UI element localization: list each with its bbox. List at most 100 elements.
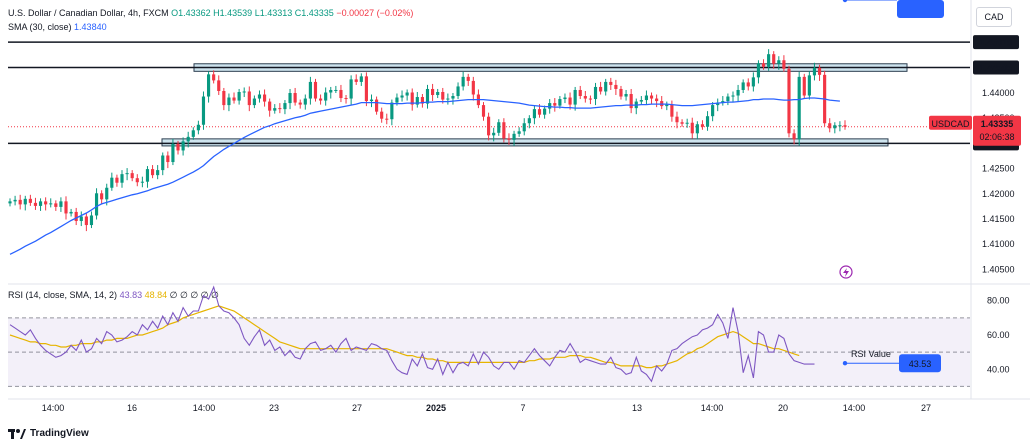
sma-value-tag — [897, 0, 944, 18]
candle-body — [354, 79, 358, 82]
time-tick-label: 16 — [127, 403, 137, 413]
time-tick-label: 14:00 — [843, 403, 866, 413]
candle-body — [247, 91, 251, 106]
symbol-tag — [929, 115, 972, 130]
sma-legend-label: SMA (30, close) — [8, 22, 72, 32]
ohlc-open: O1.43362 — [171, 8, 211, 18]
candle-body — [181, 141, 185, 151]
rsi-value-tag-text: 43.53 — [909, 359, 932, 369]
candle-body — [843, 125, 847, 127]
candle-body — [629, 94, 633, 109]
candle-body — [196, 124, 200, 131]
candle-body — [431, 88, 435, 96]
candle-body — [690, 122, 694, 134]
candle-body — [787, 68, 791, 134]
last-price-tag-text: 1.43335 — [981, 119, 1014, 129]
candle-body — [792, 133, 796, 140]
resistance-level-tag — [973, 60, 1019, 75]
rsi-annotation-label: RSI Value — [851, 349, 891, 359]
sma-callout-dot — [842, 0, 848, 3]
candle-body — [756, 63, 761, 78]
candle-body — [212, 74, 216, 81]
rsi-sma-line — [9, 305, 800, 369]
candle-body — [161, 155, 165, 171]
candle-body — [512, 133, 516, 140]
candle-body — [644, 95, 649, 101]
candle-body — [201, 96, 206, 125]
candle-body — [319, 98, 323, 101]
candle-body — [517, 131, 521, 134]
time-tick-label: 20 — [778, 403, 788, 413]
candle-body — [838, 125, 842, 127]
candle-body — [487, 116, 491, 136]
candle-body — [649, 95, 654, 99]
candle-body — [232, 97, 236, 101]
candle-body — [262, 94, 267, 102]
time-tick-label: 27 — [352, 403, 362, 413]
candle-body — [746, 82, 750, 87]
candle-body — [89, 215, 94, 226]
tradingview-brand-name: TradingView — [30, 428, 89, 439]
candle-body — [54, 203, 58, 207]
candle-body — [49, 203, 53, 205]
candle-body — [395, 97, 399, 103]
candle-body — [339, 89, 343, 99]
candle-body — [344, 98, 348, 100]
candle-body — [242, 91, 246, 93]
candle-body — [568, 97, 572, 105]
candle-body — [94, 193, 99, 216]
candle-body — [619, 88, 623, 97]
last-price-tag — [973, 115, 1021, 146]
candle-body — [308, 81, 312, 99]
candle-body — [171, 143, 175, 163]
price-tick-label: 1.41500 — [982, 214, 1015, 224]
candle-body — [558, 99, 562, 106]
candle-body — [273, 108, 277, 111]
rsi-legend-value: 43.83 — [119, 290, 143, 300]
candle-body — [481, 105, 486, 117]
candle-body — [150, 169, 155, 176]
symbol-tag-text: USDCAD — [931, 119, 970, 129]
rsi-tick-label: 80.00 — [987, 296, 1010, 306]
candle-body — [680, 122, 684, 124]
candle-body — [741, 82, 745, 90]
rsi-legend: RSI (14, close, SMA, 14, 2) 43.83 48.84 … — [8, 290, 219, 301]
candle-body — [59, 201, 63, 207]
candle-body — [711, 105, 715, 117]
candle-body — [726, 96, 730, 102]
candle-body — [609, 81, 613, 85]
tradingview-logo: TradingView — [8, 428, 89, 439]
candle-body — [125, 173, 129, 175]
candle-body — [639, 100, 643, 102]
candle-body — [532, 109, 536, 119]
candle-body — [166, 155, 170, 163]
candle-body — [761, 63, 766, 67]
candle-body — [548, 103, 552, 109]
candle-body — [777, 60, 781, 64]
candle-body — [700, 124, 705, 127]
candle-body — [604, 81, 608, 92]
lightning-icon — [839, 265, 853, 279]
candle-body — [782, 60, 786, 69]
candle-body — [278, 108, 282, 110]
candle-body — [79, 216, 83, 222]
candle-body — [446, 98, 450, 100]
candle-body — [222, 90, 226, 106]
tradingview-icon — [8, 428, 26, 439]
candle-body — [23, 198, 27, 205]
ohlc-change: −0.00027 (−0.02%) — [336, 8, 414, 18]
candle-body — [802, 76, 806, 96]
candle-body — [767, 54, 771, 67]
time-tick-label: 23 — [269, 403, 279, 413]
candle-body — [313, 81, 318, 99]
candle-body — [593, 86, 598, 100]
candle-body — [359, 76, 363, 82]
time-tick-label: 7 — [520, 403, 525, 413]
currency-button[interactable]: CAD — [976, 7, 1012, 27]
candle-body — [191, 130, 195, 137]
candle-body — [415, 97, 419, 105]
candle-body — [176, 143, 180, 151]
candle-body — [817, 67, 822, 75]
candle-body — [390, 102, 394, 120]
